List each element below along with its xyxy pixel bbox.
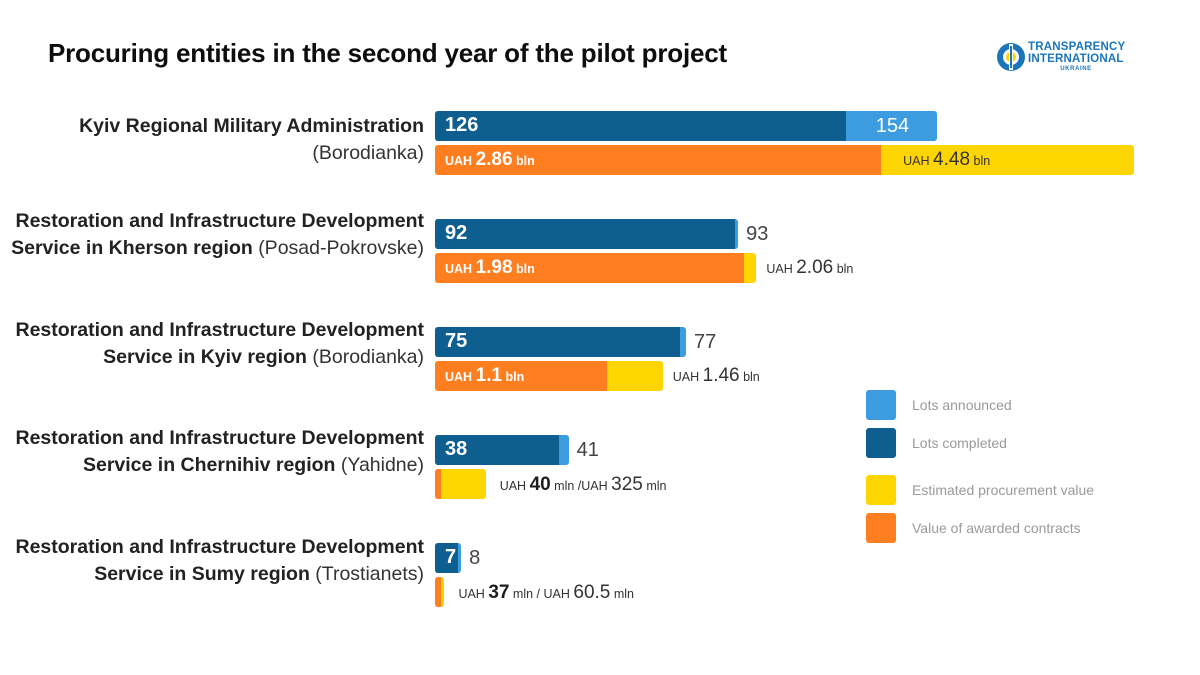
value-number: 1.98 (475, 257, 513, 278)
value-unit: bln (833, 262, 854, 276)
lots-completed-label: 7 (445, 546, 457, 568)
estimated-value-label: UAH 2.06 bln (766, 257, 853, 279)
category-label-entity: Restoration and Infrastructure Developme… (11, 210, 424, 259)
value-unit: mln (642, 479, 667, 493)
bar-awarded-value (435, 577, 441, 607)
bar-lots-completed (435, 435, 559, 465)
lots-announced-label: 93 (746, 223, 769, 245)
bar-estimated-value (435, 469, 486, 499)
lots-announced-label: 41 (576, 439, 599, 461)
category-label-place: (Borodianka) (312, 142, 424, 164)
bar-awarded-value (435, 469, 442, 499)
category-label-place: (Borodianka) (312, 346, 424, 368)
ti-logo-icon (997, 43, 1025, 71)
legend-swatch (866, 428, 896, 458)
category-label: Restoration and Infrastructure Developme… (4, 534, 425, 588)
lots-announced-label: 154 (875, 115, 910, 137)
value-currency: UAH (543, 587, 574, 601)
legend-swatch (866, 475, 896, 505)
value-unit: mln (550, 479, 575, 493)
lots-completed-label: 126 (445, 114, 479, 136)
bar-awarded-value (435, 145, 882, 175)
value-pair-label: UAH 37 mln / UAH 60.5 mln (458, 582, 634, 604)
legend-label: Lots announced (912, 397, 1012, 413)
legend-label: Lots completed (912, 435, 1007, 451)
value-currency: UAH (903, 154, 934, 168)
value-currency: UAH (445, 154, 476, 168)
legend-swatch (866, 513, 896, 543)
value-number: 2.06 (796, 257, 834, 278)
value-number: 1.46 (702, 365, 740, 386)
category-label-entity: Restoration and Infrastructure Developme… (15, 319, 425, 368)
estimated-value-label: UAH 4.48 bln (903, 149, 990, 171)
category-label-place: (Yahidne) (340, 454, 424, 476)
value-pair-label: UAH 40 mln /UAH 325 mln (500, 474, 667, 496)
legend-label: Estimated procurement value (912, 482, 1095, 498)
lots-completed-label: 75 (445, 330, 468, 352)
value-unit: bln (739, 370, 760, 384)
category-label: Restoration and Infrastructure Developme… (4, 425, 425, 479)
value-number: 2.86 (475, 149, 513, 170)
value-unit: bln (512, 262, 535, 276)
value-number: 1.1 (475, 365, 502, 386)
logo-line-3: UKRAINE (1060, 66, 1092, 72)
logo-line-1: TRANSPARENCY (1028, 41, 1126, 53)
value-currency: UAH (766, 262, 797, 276)
bar-lots-completed (435, 543, 458, 573)
value-currency: UAH (458, 587, 489, 601)
logo-line-2: INTERNATIONAL (1028, 53, 1124, 65)
value-currency: UAH (445, 370, 476, 384)
lots-completed-label: 92 (445, 222, 468, 244)
value-currency: UAH (445, 262, 476, 276)
bar-lots-completed (435, 219, 735, 249)
bar-awarded-value (435, 253, 744, 283)
value-currency: UAH (499, 479, 530, 493)
transparency-international-logo: TRANSPARENCY INTERNATIONAL UKRAINE (996, 40, 1136, 76)
bar-lots-completed (435, 111, 846, 141)
legend-swatch (866, 390, 896, 420)
lots-announced-label: 8 (469, 547, 481, 569)
value-number: 40 (529, 474, 551, 495)
category-label-place: (Trostianets) (315, 563, 424, 585)
value-unit: mln (610, 587, 634, 601)
value-number: 4.48 (933, 149, 971, 170)
chart-title: Procuring entities in the second year of… (48, 38, 727, 68)
category-label-entity: Restoration and Infrastructure Developme… (15, 536, 425, 585)
lots-announced-label: 77 (694, 331, 717, 353)
awarded-value-label: UAH 2.86 bln (445, 149, 535, 171)
estimated-value-label: UAH 1.46 bln (673, 365, 760, 387)
legend-label: Value of awarded contracts (912, 520, 1081, 536)
lots-completed-label: 38 (445, 438, 468, 460)
awarded-value-label: UAH 1.1 bln (445, 365, 524, 387)
value-number: 325 (611, 474, 643, 495)
value-number: 37 (488, 582, 510, 603)
bar-awarded-value (435, 361, 607, 391)
awarded-value-label: UAH 1.98 bln (445, 257, 535, 279)
value-number: 60.5 (573, 582, 611, 603)
value-unit: bln (970, 154, 991, 168)
category-label-entity: Restoration and Infrastructure Developme… (15, 427, 425, 476)
value-unit: mln (509, 587, 534, 601)
value-currency: UAH (672, 370, 703, 384)
value-separator: / (533, 587, 544, 601)
category-label-place: (Posad-Pokrovske) (258, 237, 424, 259)
category-label-entity: Kyiv Regional Military Administration (79, 115, 424, 137)
category-label: Restoration and Infrastructure Developme… (4, 317, 425, 371)
value-separator: / (574, 479, 582, 493)
value-unit: bln (501, 370, 525, 384)
bar-lots-completed (435, 327, 680, 357)
value-unit: bln (512, 154, 535, 168)
category-label: Restoration and Infrastructure Developme… (4, 208, 424, 262)
value-currency: UAH (581, 479, 612, 493)
category-label: Kyiv Regional Military Administration (B… (4, 113, 424, 167)
